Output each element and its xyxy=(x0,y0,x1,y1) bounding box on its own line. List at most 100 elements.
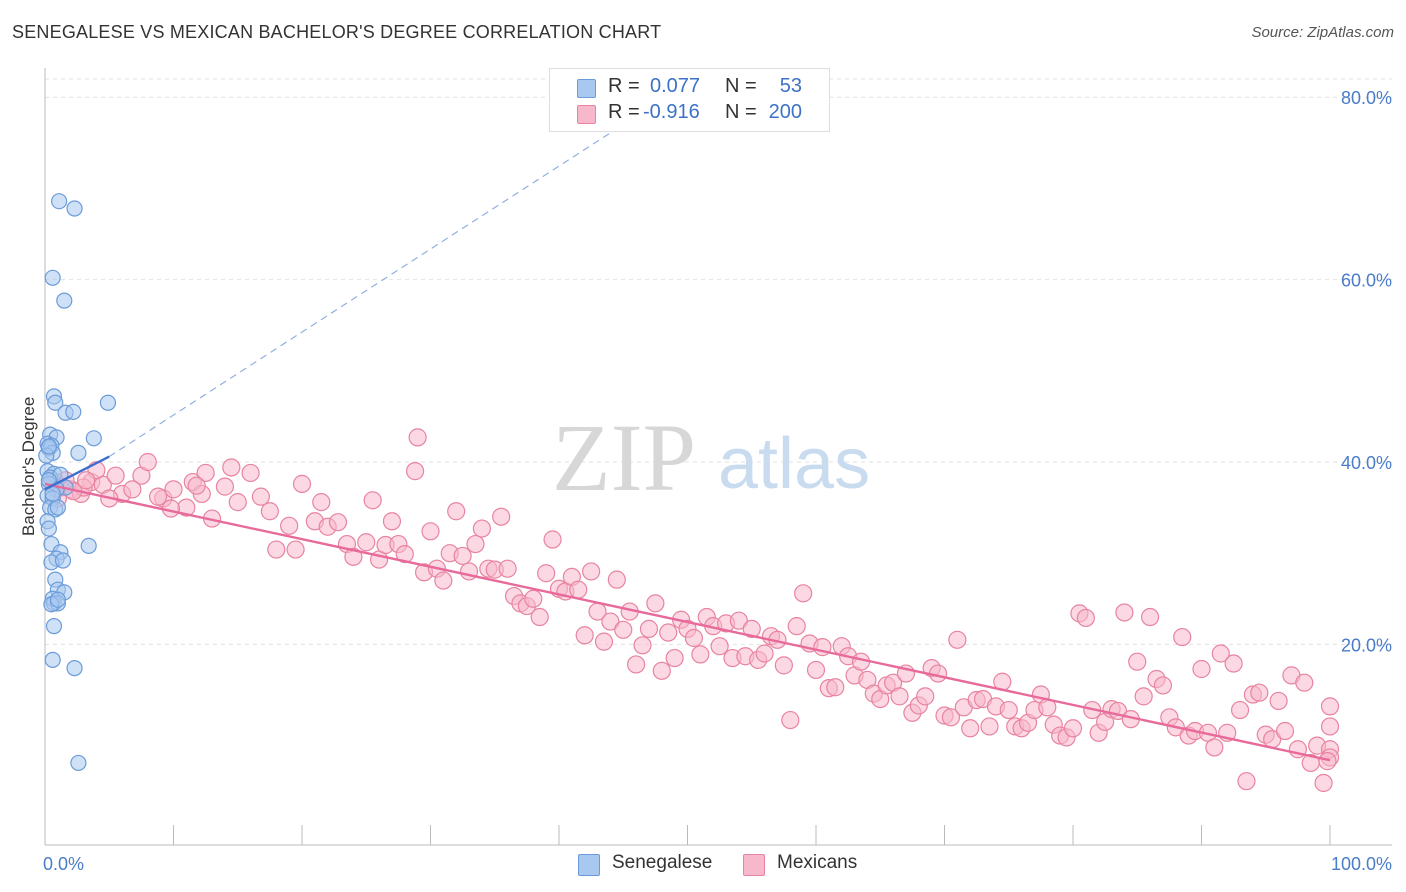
data-point xyxy=(148,487,168,506)
n-label: N = xyxy=(725,101,757,123)
data-point xyxy=(80,537,97,554)
data-point xyxy=(382,512,402,531)
data-point xyxy=(49,591,66,608)
data-point xyxy=(434,571,453,590)
data-point xyxy=(665,648,684,668)
data-point xyxy=(466,534,485,554)
n-label: N = xyxy=(725,75,757,97)
series-legend: Senegalese Mexicans xyxy=(0,852,1406,878)
data-point xyxy=(524,589,543,608)
data-point xyxy=(1205,738,1224,757)
data-point xyxy=(652,661,671,680)
data-point xyxy=(633,636,652,655)
data-point xyxy=(260,502,279,521)
data-point xyxy=(941,708,961,727)
watermark-atlas: atlas xyxy=(718,424,870,504)
data-point xyxy=(1320,717,1340,736)
data-point xyxy=(492,507,511,526)
tick-labels: 20.0% 40.0% 60.0% 80.0% 0.0% 100.0% xyxy=(43,88,1392,874)
y-tick-label: 20.0% xyxy=(1341,635,1392,655)
data-point xyxy=(498,559,517,578)
data-point xyxy=(1063,719,1083,738)
data-point xyxy=(106,466,125,485)
data-point xyxy=(1295,673,1314,692)
data-point xyxy=(569,580,588,599)
data-point xyxy=(187,476,206,495)
data-point xyxy=(646,594,665,613)
data-point xyxy=(659,623,678,642)
data-point xyxy=(742,619,761,638)
data-point xyxy=(196,463,215,483)
data-point xyxy=(1250,683,1269,702)
data-point xyxy=(543,530,562,549)
data-point xyxy=(47,394,64,411)
x-tick-label-max: 100.0% xyxy=(1331,854,1392,874)
data-point xyxy=(916,687,935,706)
data-point xyxy=(472,519,491,538)
senegalese-points xyxy=(38,193,117,772)
data-point xyxy=(328,513,348,532)
legend-row-mexicans: R = -0.916 N = 200 xyxy=(550,101,829,127)
data-point xyxy=(575,626,594,645)
data-point xyxy=(1224,654,1243,673)
data-point xyxy=(1237,772,1256,791)
y-tick-label: 80.0% xyxy=(1341,88,1392,108)
data-point xyxy=(77,471,96,490)
data-point xyxy=(806,660,826,680)
data-point xyxy=(164,480,183,499)
y-tick-label: 40.0% xyxy=(1341,453,1392,473)
data-point xyxy=(66,659,83,677)
data-point xyxy=(66,200,83,217)
senegalese-trend-extension xyxy=(108,124,624,458)
r-value: 0.077 xyxy=(650,75,701,97)
data-point xyxy=(44,269,61,286)
data-point xyxy=(1320,697,1340,716)
data-point xyxy=(40,438,57,455)
r-label: R = xyxy=(608,75,640,97)
data-point xyxy=(56,292,73,309)
data-point xyxy=(1269,691,1288,711)
data-point xyxy=(774,656,793,675)
data-point xyxy=(267,540,286,559)
data-point xyxy=(582,562,601,581)
r-label: R = xyxy=(608,101,640,123)
y-tick-label: 60.0% xyxy=(1341,271,1392,291)
data-point xyxy=(344,547,363,566)
data-point xyxy=(948,630,967,649)
data-point xyxy=(755,644,774,663)
y-axis-label: Bachelor's Degree xyxy=(19,397,38,536)
watermark-zip: ZIP xyxy=(552,404,696,511)
mexicans-trend-line xyxy=(44,482,1331,762)
data-point xyxy=(286,540,305,559)
data-point xyxy=(691,645,710,664)
r-value: -0.916 xyxy=(643,101,700,123)
data-point xyxy=(292,474,312,493)
data-point xyxy=(447,502,466,521)
trend-lines xyxy=(108,124,624,458)
data-point xyxy=(826,678,845,697)
data-point xyxy=(70,444,87,461)
data-point xyxy=(890,687,909,706)
senegalese-swatch xyxy=(577,79,596,98)
data-point xyxy=(1318,752,1337,771)
data-point xyxy=(222,458,241,477)
data-point xyxy=(1173,627,1192,647)
data-point xyxy=(453,546,472,566)
data-point xyxy=(1134,687,1153,706)
source-label: Source: ZipAtlas.com xyxy=(1251,24,1394,41)
data-point xyxy=(537,564,556,583)
data-point xyxy=(729,611,749,630)
senegalese-trend-line xyxy=(44,455,110,491)
data-point xyxy=(1115,603,1134,622)
data-point xyxy=(99,394,117,411)
data-point xyxy=(44,651,61,668)
data-point xyxy=(614,620,633,639)
data-point xyxy=(40,520,57,537)
data-point xyxy=(787,617,806,636)
data-point xyxy=(601,612,620,631)
data-point xyxy=(408,428,427,447)
senegalese-label: Senegalese xyxy=(612,852,713,873)
data-point xyxy=(421,522,440,541)
data-point xyxy=(405,462,425,481)
grid-lines xyxy=(45,78,1392,645)
